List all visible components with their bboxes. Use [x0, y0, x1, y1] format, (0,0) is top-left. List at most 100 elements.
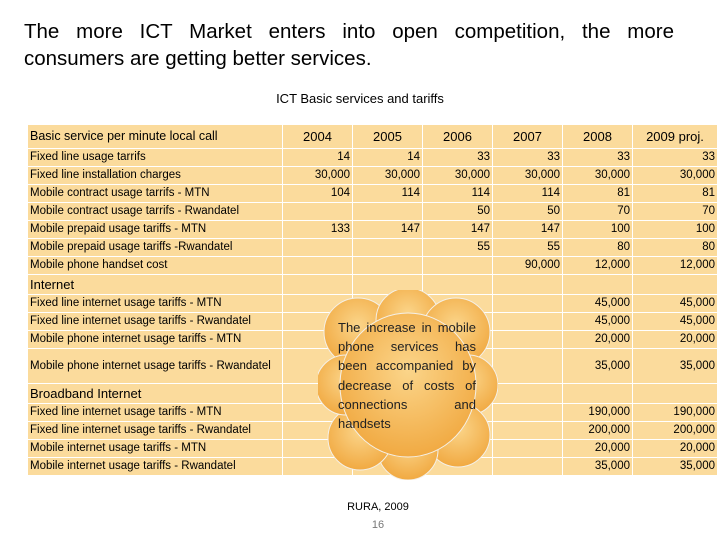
- value-cell: 80: [562, 238, 633, 257]
- value-cell: 35,000: [632, 457, 718, 476]
- section-row: Internet: [27, 274, 718, 295]
- value-cell: 200,000: [562, 421, 633, 440]
- header-cell: 2009 proj.: [632, 124, 718, 149]
- value-cell: [632, 383, 718, 404]
- row-label: Fixed line installation charges: [27, 166, 283, 185]
- value-cell: [492, 403, 563, 422]
- value-cell: 33: [632, 148, 718, 167]
- tariffs-table: Basic service per minute local call 2004…: [27, 124, 718, 476]
- row-label: Fixed line internet usage tariffs - MTN: [27, 294, 283, 313]
- section-label: Broadband Internet: [27, 383, 283, 404]
- value-cell: 30,000: [492, 166, 563, 185]
- value-cell: 45,000: [632, 312, 718, 331]
- value-cell: 45,000: [562, 294, 633, 313]
- value-cell: 114: [492, 184, 563, 203]
- value-cell: [492, 421, 563, 440]
- value-cell: [492, 383, 563, 404]
- section-label: Internet: [27, 274, 283, 295]
- header-cell: Basic service per minute local call: [27, 124, 283, 149]
- callout-cloud: [318, 290, 498, 480]
- source-note: RURA, 2009: [347, 501, 409, 513]
- slide-title: The more ICT Market enters into open com…: [24, 20, 674, 70]
- value-cell: 20,000: [632, 439, 718, 458]
- value-cell: [492, 312, 563, 331]
- row-label: Fixed line internet usage tariffs - Rwan…: [27, 312, 283, 331]
- value-cell: 14: [352, 148, 423, 167]
- value-cell: 33: [562, 148, 633, 167]
- value-cell: 147: [492, 220, 563, 239]
- page-number: 16: [371, 519, 385, 531]
- value-cell: 100: [632, 220, 718, 239]
- value-cell: 114: [422, 184, 493, 203]
- row-label: Mobile contract usage tarrifs - Rwandate…: [27, 202, 283, 221]
- value-cell: [562, 274, 633, 295]
- row-label: Fixed line internet usage tariffs - Rwan…: [27, 421, 283, 440]
- table-row: Mobile phone handset cost 90,000 12,000 12,…: [27, 256, 718, 275]
- value-cell: 33: [422, 148, 493, 167]
- value-cell: [352, 202, 423, 221]
- table-row: Mobile prepaid usage tariffs - MTN 133 147…: [27, 220, 718, 239]
- row-label: Mobile internet usage tariffs - MTN: [27, 439, 283, 458]
- value-cell: 80: [632, 238, 718, 257]
- value-cell: [632, 274, 718, 295]
- row-label: Mobile phone handset cost: [27, 256, 283, 275]
- value-cell: [352, 256, 423, 275]
- value-cell: 30,000: [422, 166, 493, 185]
- row-label: Mobile prepaid usage tariffs -Rwandatel: [27, 238, 283, 257]
- value-cell: 35,000: [562, 457, 633, 476]
- value-cell: 33: [492, 148, 563, 167]
- value-cell: 35,000: [632, 348, 718, 384]
- header-cell: 2008: [562, 124, 633, 149]
- value-cell: 14: [282, 148, 353, 167]
- table-row: Fixed line usage tarrifs 14 14 33 33 33 33: [27, 148, 718, 167]
- value-cell: 30,000: [352, 166, 423, 185]
- table-row: Mobile contract usage tarrifs - MTN 104 11…: [27, 184, 718, 203]
- value-cell: 147: [422, 220, 493, 239]
- value-cell: [492, 274, 563, 295]
- value-cell: 35,000: [562, 348, 633, 384]
- header-cell: 2006: [422, 124, 493, 149]
- value-cell: [492, 439, 563, 458]
- value-cell: [562, 383, 633, 404]
- value-cell: [352, 238, 423, 257]
- header-cell: 2005: [352, 124, 423, 149]
- row-label: Mobile internet usage tariffs - Rwandate…: [27, 457, 283, 476]
- row-label: Mobile phone internet usage tariffs - Rw…: [27, 348, 283, 384]
- value-cell: 55: [422, 238, 493, 257]
- value-cell: 30,000: [632, 166, 718, 185]
- value-cell: [282, 238, 353, 257]
- value-cell: [282, 202, 353, 221]
- value-cell: 45,000: [632, 294, 718, 313]
- row-label: Fixed line internet usage tariffs - MTN: [27, 403, 283, 422]
- value-cell: 81: [562, 184, 633, 203]
- table-row: Fixed line installation charges 30,000 30,…: [27, 166, 718, 185]
- value-cell: [492, 294, 563, 313]
- table-row: Mobile prepaid usage tariffs -Rwandatel 5…: [27, 238, 718, 257]
- row-label: Fixed line usage tarrifs: [27, 148, 283, 167]
- header-cell: 2007: [492, 124, 563, 149]
- value-cell: 12,000: [632, 256, 718, 275]
- row-label: Mobile contract usage tarrifs - MTN: [27, 184, 283, 203]
- value-cell: 133: [282, 220, 353, 239]
- value-cell: [492, 330, 563, 349]
- row-label: Mobile phone internet usage tariffs - MT…: [27, 330, 283, 349]
- value-cell: 30,000: [282, 166, 353, 185]
- header-cell: 2004: [282, 124, 353, 149]
- row-label: Mobile prepaid usage tariffs - MTN: [27, 220, 283, 239]
- value-cell: 55: [492, 238, 563, 257]
- value-cell: 104: [282, 184, 353, 203]
- value-cell: 114: [352, 184, 423, 203]
- table-row: Mobile contract usage tarrifs - Rwandate…: [27, 202, 718, 221]
- value-cell: [492, 457, 563, 476]
- value-cell: 190,000: [632, 403, 718, 422]
- value-cell: 50: [422, 202, 493, 221]
- header-row: Basic service per minute local call 2004…: [27, 124, 718, 149]
- value-cell: 90,000: [492, 256, 563, 275]
- value-cell: 50: [492, 202, 563, 221]
- value-cell: 70: [632, 202, 718, 221]
- value-cell: [492, 348, 563, 384]
- value-cell: [422, 256, 493, 275]
- value-cell: 190,000: [562, 403, 633, 422]
- value-cell: 20,000: [632, 330, 718, 349]
- value-cell: 20,000: [562, 439, 633, 458]
